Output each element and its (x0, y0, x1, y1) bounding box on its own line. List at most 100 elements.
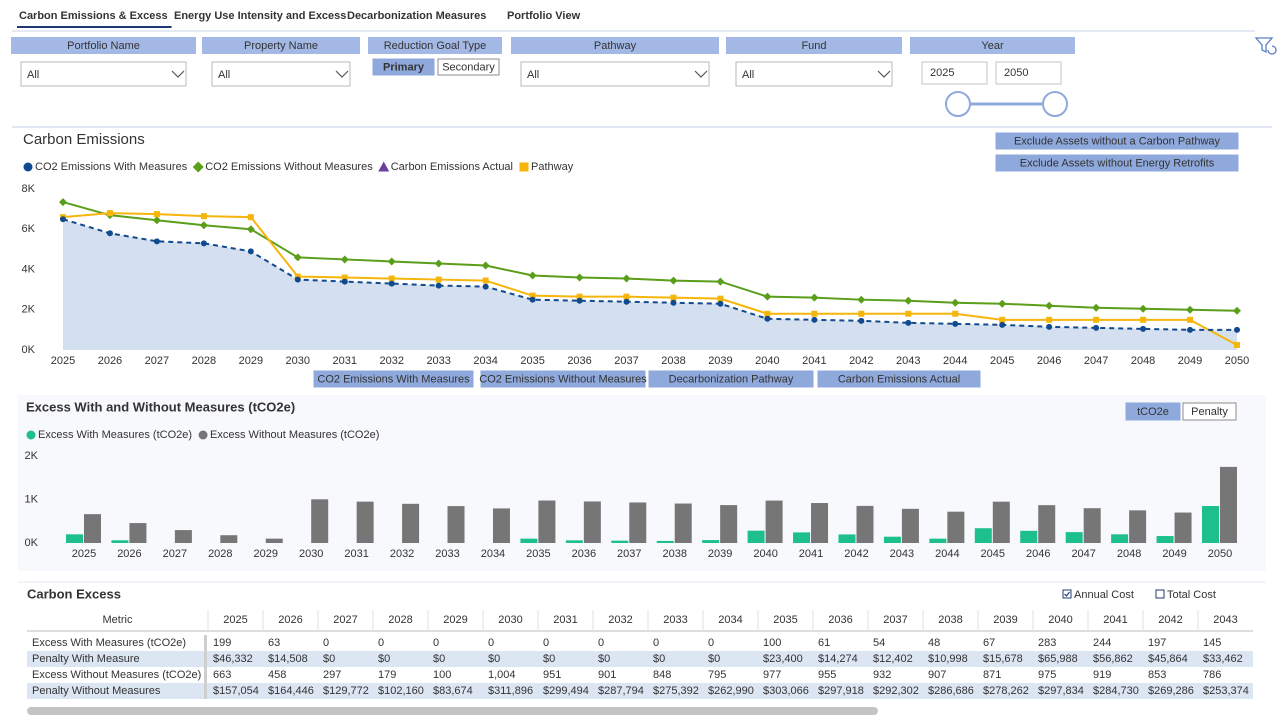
table-cell: $10,998 (928, 653, 968, 665)
dropdown-value: All (218, 69, 230, 81)
checkbox[interactable] (1155, 589, 1165, 599)
toggle-button-label: Exclude Assets without Energy Retrofits (1020, 157, 1215, 169)
x-tick-label: 2031 (344, 548, 368, 560)
x-tick-label: 2039 (708, 355, 732, 367)
x-tick-label: 2045 (990, 355, 1014, 367)
table-cell: 848 (653, 669, 671, 681)
column-header: 2028 (388, 614, 412, 626)
column-header: 2039 (993, 614, 1017, 626)
chevron (171, 70, 185, 78)
column-header: 2036 (828, 614, 852, 626)
tab[interactable]: Carbon Emissions & Excess (19, 10, 168, 22)
filter-header (202, 37, 360, 54)
toggle-button-label: Carbon Emissions Actual (838, 373, 960, 385)
toggle-button[interactable] (817, 370, 981, 388)
marker (435, 282, 442, 289)
table-cell: $33,462 (1203, 653, 1243, 665)
table-cell: $12,402 (873, 653, 913, 665)
dropdown-value: All (527, 69, 539, 81)
toggle-button[interactable] (313, 370, 474, 388)
toggle-button[interactable] (995, 132, 1239, 150)
column-header: 2041 (1103, 614, 1127, 626)
tab[interactable]: Decarbonization Measures (347, 10, 486, 22)
filter-reset-icon[interactable] (1254, 37, 1277, 55)
table-cell: $275,392 (653, 685, 699, 697)
marker (341, 278, 348, 285)
x-tick-label: 2049 (1178, 355, 1202, 367)
tab[interactable]: Energy Use Intensity and Excess (174, 10, 346, 22)
table-cell: $0 (653, 653, 665, 665)
tab[interactable]: Portfolio View (507, 10, 581, 22)
table-cell: 48 (928, 637, 940, 649)
marker (1140, 316, 1147, 323)
table-cell: $129,772 (323, 685, 369, 697)
year-input[interactable] (995, 61, 1062, 85)
checkbox-label: Annual Cost (1074, 589, 1134, 601)
y-tick-label: 6K (22, 223, 36, 235)
y-tick-label: 2K (25, 450, 39, 462)
toggle-button[interactable] (480, 370, 646, 388)
year-slider-handle[interactable] (1042, 91, 1068, 117)
table-cell: $14,274 (818, 653, 858, 665)
scrollbar[interactable] (27, 707, 878, 715)
toggle-button-label: CO2 Emissions With Measures (317, 373, 470, 385)
dropdown[interactable] (20, 61, 187, 87)
bar (84, 514, 101, 543)
table-cell: $102,160 (378, 685, 424, 697)
bar (1156, 536, 1174, 543)
goal-type-option[interactable] (437, 58, 500, 76)
bar (311, 499, 329, 543)
table-cell: $14,508 (268, 653, 308, 665)
marker (528, 271, 537, 280)
x-tick-label: 2040 (755, 355, 779, 367)
marker (623, 298, 630, 305)
marker (388, 275, 395, 282)
table-cell: $284,730 (1093, 685, 1139, 697)
bar (447, 506, 465, 543)
goal-type-option[interactable] (372, 58, 435, 76)
table-cell: 907 (928, 669, 946, 681)
marker (576, 297, 583, 304)
x-tick-label: 2028 (208, 548, 232, 560)
table-cell: 786 (1203, 669, 1221, 681)
table-cell: Penalty With Measure (32, 653, 140, 665)
x-tick-label: 2048 (1131, 355, 1155, 367)
dropdown[interactable] (735, 61, 893, 87)
marker (1233, 306, 1241, 315)
table-cell: 975 (1038, 669, 1056, 681)
toggle-button[interactable] (995, 154, 1239, 172)
chevron (335, 70, 349, 78)
marker (669, 276, 678, 285)
marker (1140, 325, 1147, 332)
bar (747, 530, 765, 543)
toggle-button[interactable] (1125, 402, 1181, 421)
year-slider-handle[interactable] (945, 91, 971, 117)
table-cell: Excess Without Measures (tCO2e) (32, 669, 201, 681)
table-cell: 0 (488, 637, 494, 649)
toggle-button[interactable] (648, 370, 814, 388)
filter-label: Fund (801, 40, 826, 52)
y-tick-label: 0K (25, 537, 39, 549)
bar (611, 540, 629, 543)
row-header-divider (204, 635, 207, 699)
area (63, 219, 1237, 350)
table-cell: 100 (433, 669, 451, 681)
dropdown[interactable] (520, 61, 710, 87)
table-cell: 61 (818, 637, 830, 649)
marker (192, 161, 204, 173)
marker (341, 274, 348, 281)
dropdown[interactable] (211, 61, 351, 87)
table-cell: 145 (1203, 637, 1221, 649)
toggle-button[interactable] (1182, 402, 1237, 421)
marker (199, 221, 208, 230)
table-cell: $286,686 (928, 685, 974, 697)
y-tick-label: 1K (25, 493, 39, 505)
table-cell: 871 (983, 669, 1001, 681)
bar (1083, 508, 1101, 543)
filter-label: Reduction Goal Type (384, 40, 487, 52)
chart-title: Excess With and Without Measures (tCO2e) (26, 399, 295, 414)
year-input[interactable] (921, 61, 988, 85)
bar (720, 505, 738, 543)
x-tick-label: 2034 (481, 548, 505, 560)
checkbox[interactable] (1062, 589, 1072, 599)
